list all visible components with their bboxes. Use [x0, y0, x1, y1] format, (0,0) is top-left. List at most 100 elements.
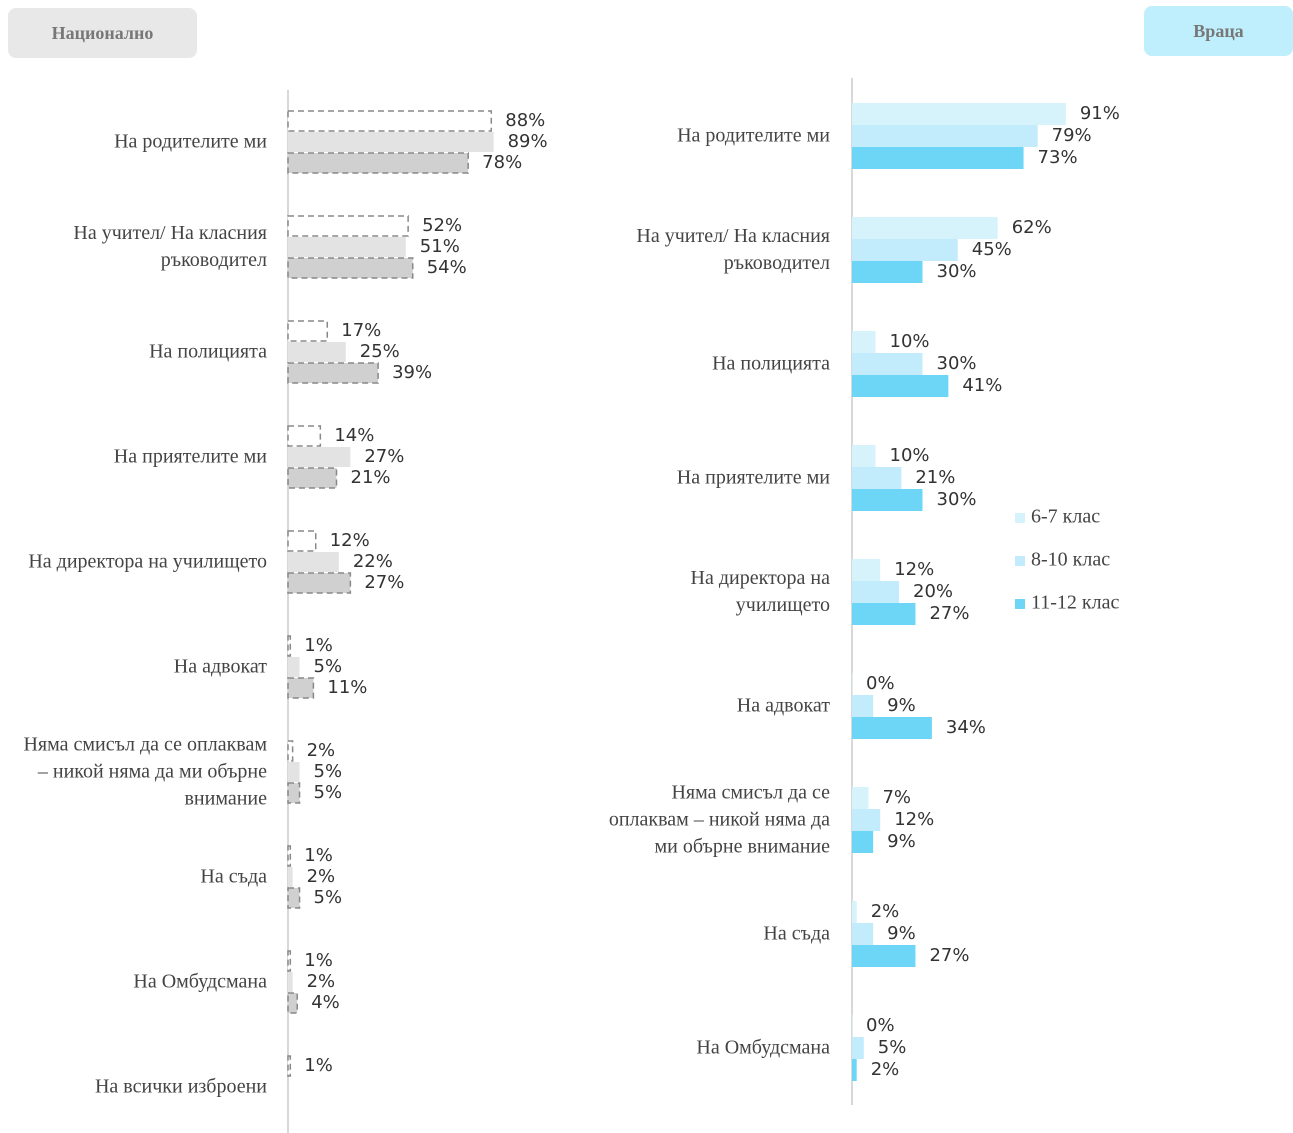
value-label: 25%: [360, 341, 400, 362]
bar: [852, 261, 923, 283]
value-label: 30%: [937, 489, 977, 510]
value-label: 10%: [890, 445, 930, 466]
bar: [852, 1037, 864, 1059]
bar: [852, 217, 998, 239]
bar: [852, 787, 869, 809]
bar: [852, 581, 899, 603]
bar: [852, 901, 857, 923]
value-label: 12%: [330, 530, 370, 551]
value-label: 12%: [894, 559, 934, 580]
value-label: 30%: [937, 261, 977, 282]
value-label: 79%: [1052, 125, 1092, 146]
bar: [852, 603, 916, 625]
bar: [287, 530, 317, 552]
value-label: 27%: [364, 572, 404, 593]
value-label: 2%: [871, 1059, 900, 1080]
bar: [287, 887, 301, 909]
category-label: Няма смисъл да се оплаквам – никой няма …: [608, 781, 830, 858]
value-label: 73%: [1038, 147, 1078, 168]
bar: [287, 845, 292, 867]
value-label: 78%: [482, 152, 522, 173]
category-label: На Омбудсмана: [133, 970, 267, 993]
category-label: Няма смисъл да се оплаквам – никой няма …: [23, 733, 267, 810]
value-label: 41%: [962, 375, 1002, 396]
legend-label: 11-12 клас: [1031, 592, 1119, 614]
category-label: На учител/ На класния ръководител: [73, 222, 267, 271]
value-label: 1%: [304, 845, 333, 866]
bar: [852, 1059, 857, 1081]
value-label: 7%: [882, 787, 911, 808]
bar: [287, 110, 493, 132]
value-label: 1%: [304, 1055, 333, 1076]
value-label: 5%: [314, 761, 343, 782]
bar: [852, 445, 876, 467]
value-label: 5%: [314, 782, 343, 803]
bar: [288, 237, 406, 257]
category-label: На Омбудсмана: [696, 1036, 830, 1059]
bar: [287, 740, 294, 762]
value-label: 2%: [307, 740, 336, 761]
value-label: 17%: [341, 320, 381, 341]
legend-label: 8-10 клас: [1031, 549, 1110, 571]
category-label: На родителите ми: [677, 124, 830, 147]
bar: [852, 375, 949, 397]
value-label: 12%: [894, 809, 934, 830]
tab-national[interactable]: Национално: [8, 8, 197, 58]
value-label: 62%: [1012, 217, 1052, 238]
legend-swatch: [1015, 513, 1025, 523]
bar: [852, 809, 881, 831]
bar: [287, 677, 315, 699]
value-label: 9%: [887, 831, 916, 852]
bar: [852, 331, 876, 353]
bar: [287, 782, 301, 804]
value-label: 2%: [307, 971, 336, 992]
value-label: 27%: [364, 446, 404, 467]
tab-vratsa[interactable]: Враца: [1144, 6, 1293, 56]
value-label: 2%: [871, 901, 900, 922]
bar: [287, 215, 409, 237]
category-label: На съда: [200, 865, 267, 888]
value-label: 14%: [334, 425, 374, 446]
value-label: 4%: [311, 992, 340, 1013]
value-label: 21%: [915, 467, 955, 488]
bar: [852, 353, 923, 375]
legend-label: 6-7 клас: [1031, 506, 1100, 528]
bar: [288, 342, 346, 362]
bar: [287, 257, 414, 279]
value-label: 54%: [427, 257, 467, 278]
bar: [288, 132, 494, 152]
value-label: 11%: [327, 677, 367, 698]
value-label: 27%: [929, 945, 969, 966]
bar: [852, 945, 916, 967]
bar: [288, 867, 293, 887]
value-label: 39%: [392, 362, 432, 383]
value-label: 2%: [307, 866, 336, 887]
value-label: 5%: [314, 656, 343, 677]
value-label: 21%: [351, 467, 391, 488]
category-label: На родителите ми: [114, 130, 267, 153]
value-label: 52%: [422, 215, 462, 236]
category-label: На приятелите ми: [676, 466, 830, 489]
bar: [288, 657, 300, 677]
value-label: 9%: [887, 923, 916, 944]
bar: [288, 552, 339, 572]
value-label: 45%: [972, 239, 1012, 260]
bar: [852, 695, 874, 717]
bar: [852, 923, 874, 945]
bar: [852, 717, 932, 739]
bar: [852, 673, 853, 695]
bar: [287, 992, 298, 1014]
bar: [288, 972, 293, 992]
category-label: На полицията: [712, 352, 830, 375]
category-label: На всички изброени: [94, 1075, 267, 1098]
bar: [852, 489, 923, 511]
bar: [852, 1015, 853, 1037]
bar: [287, 635, 292, 657]
bar: [287, 467, 338, 489]
bar: [852, 239, 958, 261]
category-label: На директора на училището: [28, 550, 267, 573]
bar: [852, 147, 1024, 169]
value-label: 5%: [314, 887, 343, 908]
legend-swatch: [1015, 599, 1025, 609]
